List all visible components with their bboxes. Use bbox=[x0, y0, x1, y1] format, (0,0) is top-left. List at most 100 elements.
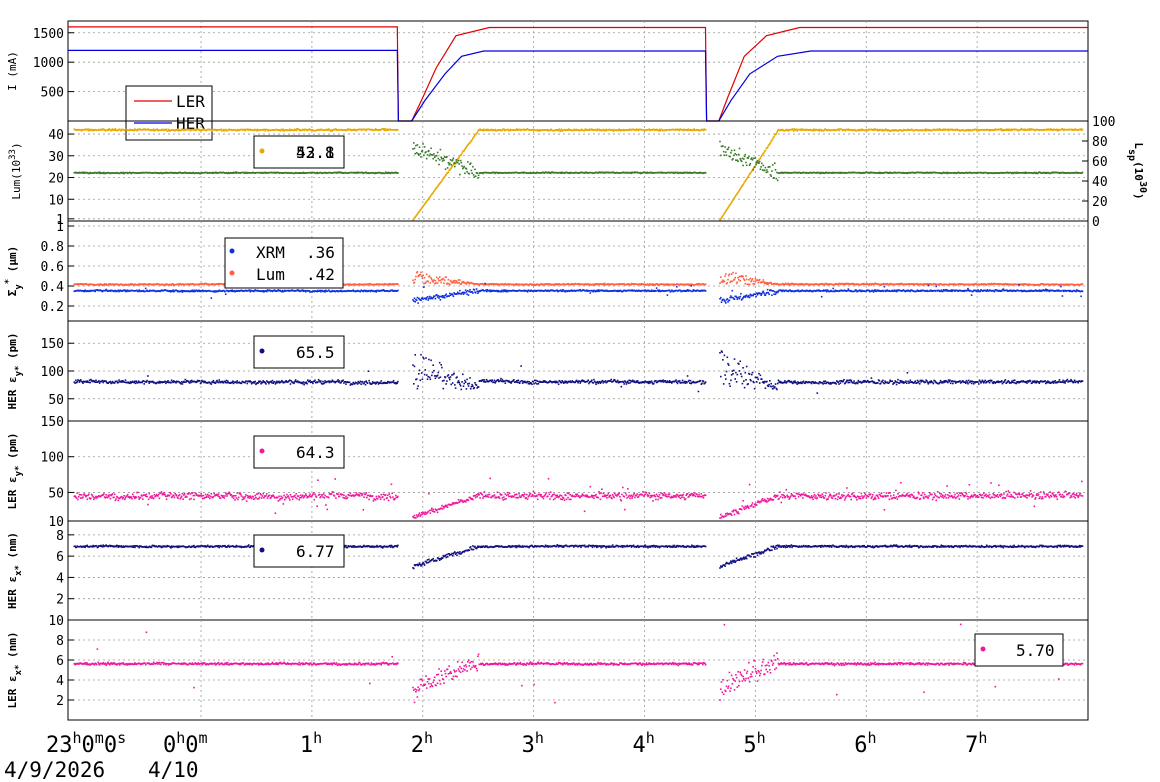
data-point bbox=[568, 283, 571, 286]
data-point bbox=[281, 289, 284, 292]
data-point bbox=[777, 128, 780, 131]
data-point bbox=[124, 289, 126, 291]
data-point bbox=[448, 295, 450, 297]
data-point bbox=[106, 289, 108, 292]
data-point bbox=[1022, 284, 1025, 286]
data-point bbox=[179, 282, 182, 285]
data-point bbox=[820, 171, 822, 174]
data-point bbox=[727, 206, 730, 208]
data-point bbox=[1001, 128, 1004, 131]
data-point bbox=[537, 283, 540, 286]
data-point bbox=[562, 289, 564, 291]
data-point bbox=[586, 172, 589, 174]
data-point bbox=[173, 290, 176, 292]
data-point bbox=[696, 284, 699, 286]
data-point bbox=[730, 202, 732, 205]
data-point bbox=[743, 158, 745, 160]
data-point bbox=[744, 153, 747, 156]
data-point bbox=[450, 167, 452, 169]
data-point bbox=[513, 129, 515, 131]
data-point bbox=[425, 157, 428, 160]
y-tick-label: 0.4 bbox=[41, 280, 65, 295]
data-point bbox=[730, 273, 733, 275]
data-point bbox=[423, 286, 425, 288]
data-point bbox=[412, 279, 414, 282]
data-point bbox=[437, 184, 440, 187]
data-point bbox=[743, 278, 745, 280]
data-point bbox=[181, 291, 184, 293]
data-point bbox=[586, 283, 589, 286]
data-point bbox=[413, 147, 416, 150]
data-point bbox=[588, 289, 591, 292]
data-point bbox=[735, 193, 738, 196]
data-point bbox=[500, 291, 502, 293]
data-point bbox=[437, 295, 440, 297]
data-point bbox=[437, 157, 440, 160]
data-point bbox=[598, 128, 600, 131]
data-point bbox=[593, 283, 595, 286]
data-point bbox=[560, 129, 562, 131]
data-point bbox=[559, 130, 561, 133]
data-point bbox=[967, 130, 970, 132]
data-point bbox=[570, 289, 573, 291]
data-point bbox=[954, 129, 957, 132]
data-point bbox=[1047, 129, 1049, 131]
data-point bbox=[549, 172, 552, 175]
data-point bbox=[756, 161, 758, 163]
data-point bbox=[451, 281, 454, 284]
data-point bbox=[743, 155, 746, 158]
data-point bbox=[77, 289, 79, 292]
data-point bbox=[550, 128, 553, 131]
data-point bbox=[369, 282, 371, 285]
data-point bbox=[485, 128, 488, 131]
data-point bbox=[430, 277, 432, 279]
legend-label-her: HER bbox=[176, 114, 205, 133]
data-point bbox=[317, 128, 320, 131]
data-point bbox=[972, 284, 975, 286]
data-point bbox=[880, 128, 882, 131]
data-point bbox=[478, 284, 481, 286]
data-point bbox=[999, 128, 1002, 131]
data-point bbox=[611, 290, 613, 292]
data-point bbox=[120, 130, 122, 132]
data-point bbox=[761, 154, 763, 157]
data-point bbox=[617, 172, 620, 174]
data-point bbox=[586, 129, 589, 131]
data-point bbox=[912, 283, 914, 285]
data-point bbox=[469, 162, 472, 164]
data-point bbox=[438, 159, 441, 161]
data-point bbox=[754, 165, 757, 167]
data-point bbox=[165, 128, 168, 131]
data-point bbox=[973, 283, 976, 285]
data-point bbox=[83, 172, 86, 174]
data-point bbox=[789, 283, 791, 285]
data-point bbox=[444, 176, 446, 178]
data-point bbox=[1080, 128, 1082, 130]
data-point bbox=[419, 153, 422, 155]
data-point bbox=[646, 283, 649, 285]
data-point bbox=[436, 276, 438, 279]
data-point bbox=[647, 289, 650, 292]
data-point bbox=[117, 289, 120, 292]
series-line-ler bbox=[68, 26, 1088, 122]
data-point bbox=[90, 129, 92, 132]
data-point bbox=[764, 166, 767, 169]
data-point bbox=[152, 128, 155, 130]
data-point bbox=[488, 289, 491, 292]
data-point bbox=[195, 129, 197, 132]
data-point bbox=[648, 128, 651, 130]
data-point bbox=[438, 297, 440, 299]
data-point bbox=[436, 294, 438, 296]
data-point bbox=[793, 128, 796, 130]
data-point bbox=[748, 164, 751, 166]
y-tick-label: 1 bbox=[56, 220, 64, 235]
data-point bbox=[596, 290, 599, 293]
data-point bbox=[452, 280, 455, 282]
data-point bbox=[317, 172, 320, 174]
data-point bbox=[111, 129, 113, 131]
data-point bbox=[490, 289, 492, 292]
data-point bbox=[102, 172, 104, 175]
data-point bbox=[397, 172, 399, 174]
data-point bbox=[1047, 172, 1049, 174]
data-point bbox=[418, 211, 420, 213]
